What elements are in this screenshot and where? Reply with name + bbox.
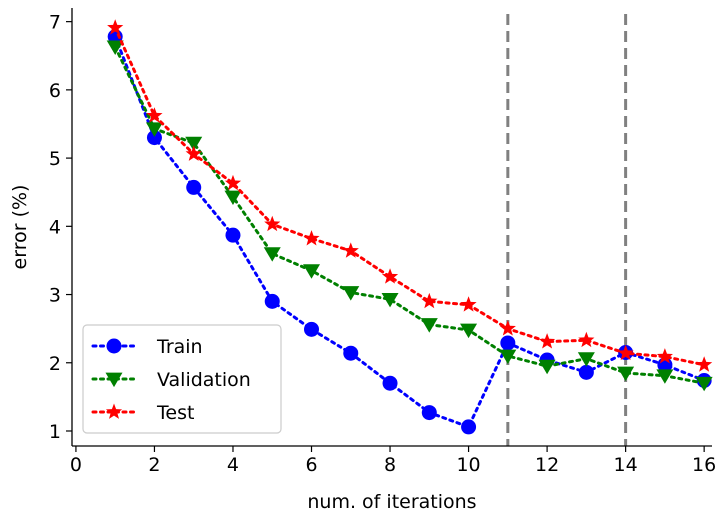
data-point-test	[421, 292, 438, 309]
y-tick-label: 3	[49, 285, 61, 307]
x-tick-label: 14	[614, 454, 638, 476]
data-point-train	[500, 335, 516, 351]
legend-marker-test	[105, 403, 123, 419]
data-point-validation	[381, 292, 399, 308]
series-layer	[106, 19, 713, 435]
data-point-train	[578, 364, 594, 380]
data-point-validation	[303, 264, 321, 279]
y-tick-label: 6	[49, 80, 61, 102]
x-tick-label: 4	[227, 454, 239, 476]
data-point-validation	[106, 40, 124, 55]
data-point-validation	[656, 369, 674, 384]
series-test	[107, 19, 713, 372]
data-point-test	[107, 19, 124, 35]
y-tick-label: 2	[49, 353, 61, 375]
data-point-test	[539, 333, 556, 349]
data-point-validation	[695, 376, 713, 392]
series-line-test	[113, 26, 706, 367]
vertical-reference-lines	[506, 14, 628, 446]
data-point-test	[460, 296, 477, 312]
data-point-validation	[499, 349, 517, 365]
data-point-validation	[577, 352, 595, 367]
data-point-validation	[145, 122, 163, 137]
data-point-test	[617, 344, 634, 361]
x-tick-label: 8	[384, 454, 396, 476]
data-point-validation	[538, 359, 556, 375]
data-point-validation	[185, 136, 203, 152]
data-point-test	[499, 320, 516, 336]
data-point-test	[303, 230, 320, 246]
data-point-test	[146, 107, 163, 123]
x-axis-label: num. of iterations	[307, 491, 476, 513]
data-point-train	[264, 293, 280, 309]
data-point-test	[381, 268, 399, 284]
data-point-train	[304, 321, 320, 337]
x-tick-label: 10	[456, 454, 480, 476]
legend-marker-train	[106, 338, 122, 354]
legend: Train Validation Test	[82, 324, 282, 434]
x-tick-label: 2	[148, 454, 160, 476]
y-tick-label: 4	[49, 216, 61, 238]
legend-marker-validation	[105, 372, 123, 388]
legend-label-train: Train	[156, 336, 203, 358]
y-tick-label: 7	[49, 12, 61, 34]
data-point-test	[696, 356, 713, 372]
data-point-train	[382, 375, 398, 391]
data-point-train	[146, 130, 162, 146]
data-point-test	[656, 348, 673, 364]
data-point-validation	[224, 190, 242, 206]
data-point-validation	[420, 318, 438, 333]
data-point-train	[343, 345, 359, 361]
y-tick-label: 1	[49, 421, 61, 443]
data-point-validation	[263, 247, 281, 262]
data-point-test	[224, 174, 242, 191]
legend-label-test: Test	[156, 402, 194, 424]
data-point-test	[185, 145, 202, 161]
data-point-validation	[342, 286, 360, 301]
legend-label-validation: Validation	[157, 369, 251, 391]
x-tick-label: 16	[692, 454, 716, 476]
data-point-validation	[617, 366, 635, 382]
data-point-test	[342, 242, 359, 258]
data-point-train	[421, 405, 437, 421]
legend-item-test: Test	[91, 402, 194, 424]
x-tick-label: 6	[305, 454, 317, 476]
data-point-train	[186, 179, 202, 195]
y-axis-label: error (%)	[9, 185, 31, 270]
data-point-train	[225, 227, 241, 243]
y-tick-label: 5	[49, 148, 61, 170]
data-point-train	[461, 419, 477, 435]
x-tick-label: 12	[535, 454, 559, 476]
legend-box	[82, 324, 282, 434]
legend-item-train: Train	[91, 336, 203, 358]
series-line-train	[113, 35, 706, 429]
data-point-validation	[460, 323, 478, 339]
series-train	[107, 29, 712, 435]
legend-item-validation: Validation	[91, 369, 251, 391]
x-tick-label: 0	[70, 454, 82, 476]
data-point-test	[264, 215, 281, 232]
data-point-test	[578, 331, 595, 348]
